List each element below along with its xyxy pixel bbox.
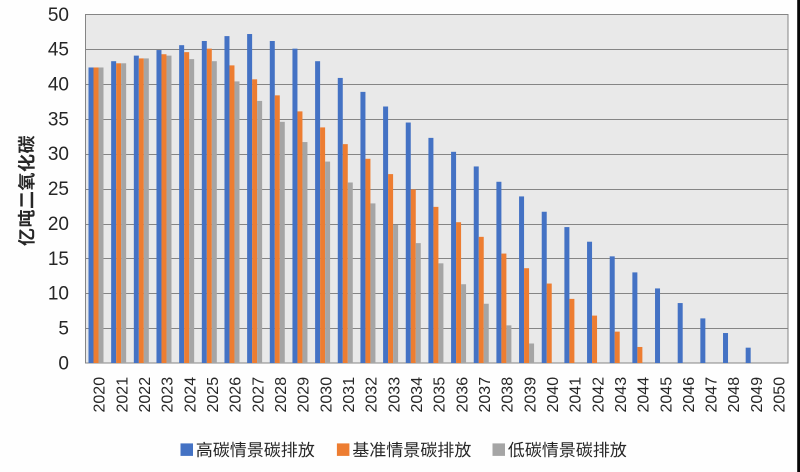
- svg-text:15: 15: [48, 249, 69, 270]
- svg-text:2023: 2023: [160, 377, 177, 413]
- svg-text:30: 30: [48, 144, 69, 165]
- svg-text:2035: 2035: [432, 377, 449, 413]
- svg-text:2034: 2034: [409, 377, 426, 413]
- svg-text:2030: 2030: [318, 377, 335, 413]
- svg-text:2041: 2041: [568, 377, 585, 413]
- svg-text:2040: 2040: [545, 377, 562, 413]
- svg-text:2021: 2021: [114, 377, 131, 413]
- svg-text:20: 20: [48, 214, 69, 235]
- svg-text:2020: 2020: [92, 377, 109, 413]
- svg-text:2026: 2026: [228, 377, 245, 413]
- svg-text:2044: 2044: [636, 377, 653, 413]
- svg-text:50: 50: [48, 5, 69, 26]
- svg-text:2031: 2031: [341, 377, 358, 413]
- svg-text:5: 5: [58, 318, 69, 339]
- svg-text:2037: 2037: [477, 377, 494, 413]
- svg-text:2027: 2027: [250, 377, 267, 413]
- svg-text:2038: 2038: [500, 377, 517, 413]
- svg-text:25: 25: [48, 179, 69, 200]
- svg-text:0: 0: [58, 353, 69, 374]
- svg-text:2022: 2022: [137, 377, 154, 413]
- svg-text:10: 10: [48, 284, 69, 305]
- svg-text:35: 35: [48, 109, 69, 130]
- svg-text:2036: 2036: [454, 377, 471, 413]
- svg-text:40: 40: [48, 75, 69, 96]
- svg-text:2043: 2043: [613, 377, 630, 413]
- svg-text:2050: 2050: [772, 377, 789, 413]
- svg-text:2024: 2024: [182, 377, 199, 413]
- svg-text:2033: 2033: [386, 377, 403, 413]
- svg-text:2047: 2047: [704, 377, 721, 413]
- svg-text:2042: 2042: [590, 377, 607, 413]
- svg-text:45: 45: [48, 40, 69, 61]
- svg-text:2032: 2032: [364, 377, 381, 413]
- svg-text:2046: 2046: [681, 377, 698, 413]
- svg-text:2029: 2029: [296, 377, 313, 413]
- svg-text:2025: 2025: [205, 377, 222, 413]
- svg-text:2028: 2028: [273, 377, 290, 413]
- svg-text:2039: 2039: [522, 377, 539, 413]
- svg-text:2049: 2049: [749, 377, 766, 413]
- svg-text:2045: 2045: [658, 377, 675, 413]
- svg-text:2048: 2048: [726, 377, 743, 413]
